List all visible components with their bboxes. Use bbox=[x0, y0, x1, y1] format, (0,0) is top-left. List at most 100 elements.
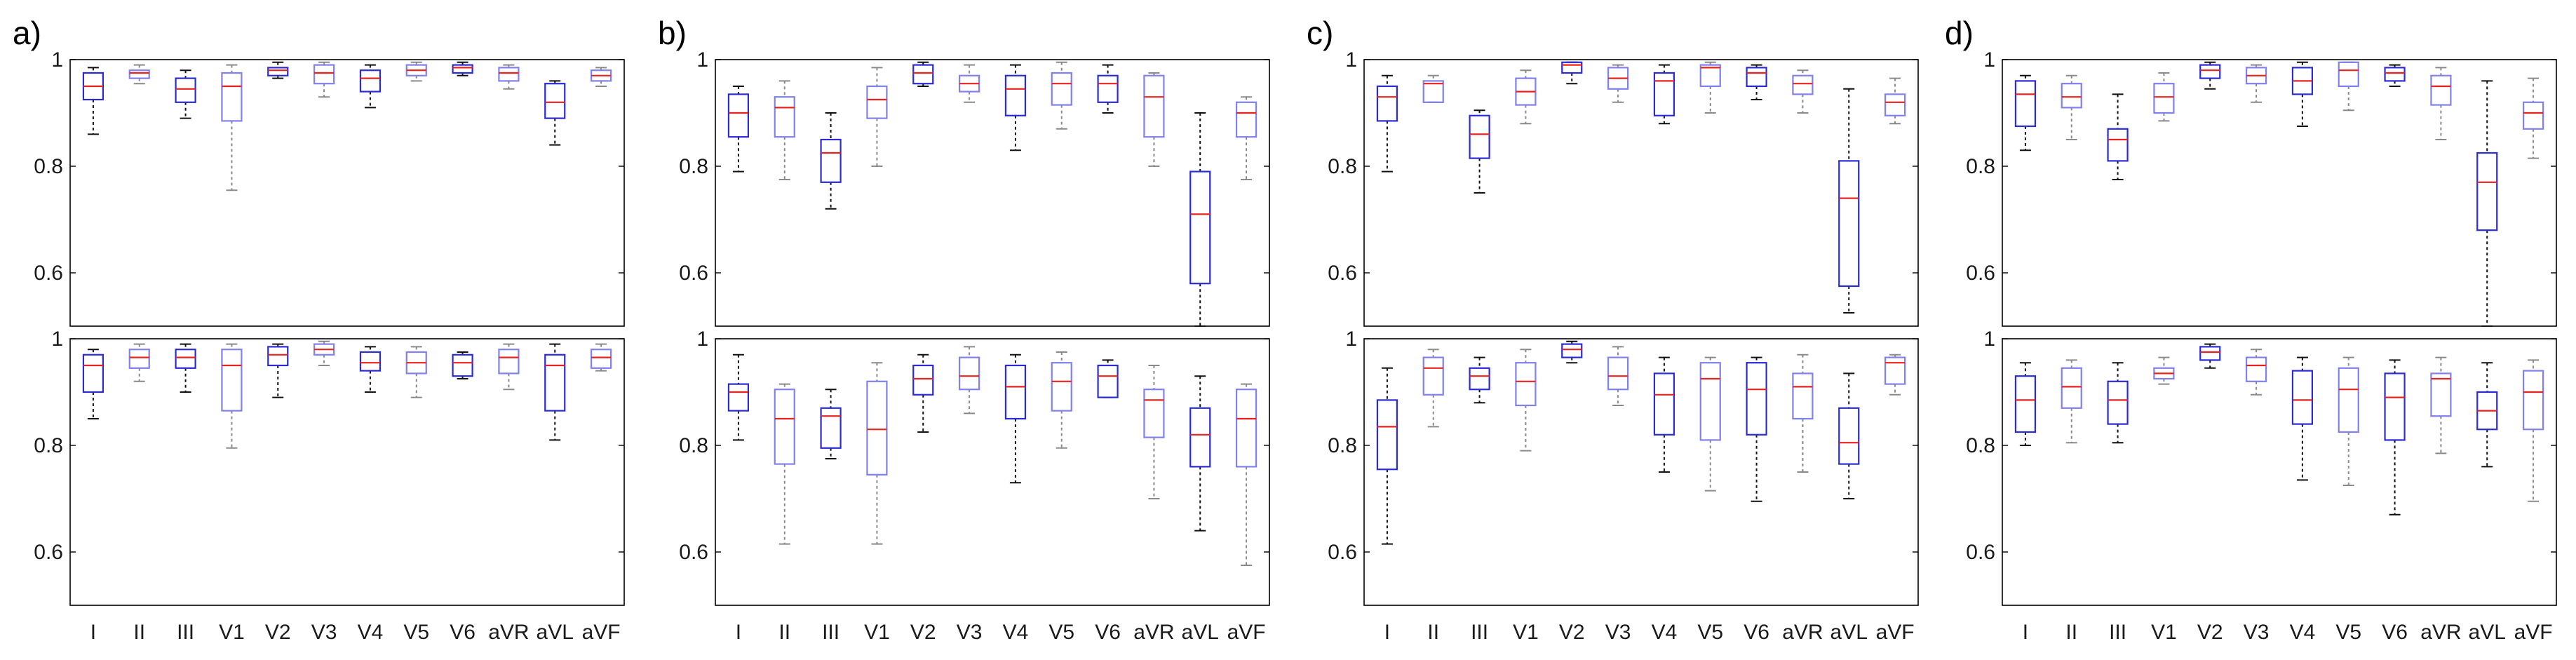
p3-bottom-xtick-label-V3: V3 bbox=[1605, 621, 1631, 644]
p3-top-axes-frame bbox=[1363, 59, 1919, 327]
p3-top-box-V6-iqr bbox=[1746, 67, 1767, 88]
p1-bottom-xtick-label-II: II bbox=[133, 621, 145, 644]
p2-top-axes-frame bbox=[715, 59, 1270, 327]
p3-bottom-box-V2-iqr bbox=[1561, 343, 1583, 358]
p4-top-box-V2-iqr bbox=[2199, 64, 2221, 79]
p3-bottom-xtick-label-V6: V6 bbox=[1744, 621, 1769, 644]
p3-bottom-box-V5-iqr bbox=[1699, 362, 1721, 441]
p1-bottom-axes-frame bbox=[69, 338, 625, 606]
p1-top-box-V6-iqr bbox=[452, 64, 473, 74]
p3-top-ytick-label: 0.8 bbox=[1328, 155, 1357, 178]
p2-bottom-box-V4-iqr bbox=[1004, 364, 1027, 420]
p4-top-box-III-iqr bbox=[2107, 128, 2129, 162]
p4-bottom-box-V5-iqr bbox=[2338, 367, 2359, 433]
p4-bottom-xtick-label-V6: V6 bbox=[2382, 621, 2408, 644]
p2-top-box-II-iqr bbox=[774, 96, 795, 138]
p1-bottom-box-aVL-iqr bbox=[544, 353, 566, 412]
panel-label-4: d) bbox=[1945, 15, 1974, 51]
p2-bottom-xtick-label-V5: V5 bbox=[1048, 621, 1074, 644]
p1-bottom-box-aVR-iqr bbox=[498, 349, 520, 375]
p2-bottom-box-aVR-iqr bbox=[1143, 389, 1165, 438]
p3-bottom-xtick-label-II: II bbox=[1427, 621, 1439, 644]
p2-bottom-xtick-label-V3: V3 bbox=[957, 621, 983, 644]
p4-top-box-aVR-iqr bbox=[2430, 74, 2452, 106]
p1-top-box-aVR-iqr bbox=[498, 67, 520, 82]
p1-top-box-V3-iqr bbox=[313, 64, 335, 85]
p4-bottom-xtick-label-II: II bbox=[2065, 621, 2077, 644]
p3-bottom-box-I-iqr bbox=[1376, 399, 1398, 471]
p3-top-box-aVF-iqr bbox=[1884, 93, 1906, 116]
p4-bottom-box-aVF-iqr bbox=[2522, 370, 2544, 431]
p1-bottom-xtick-label-aVL: aVL bbox=[537, 621, 574, 644]
p4-top-axes-frame bbox=[2002, 59, 2557, 327]
p3-bottom-xtick-label-aVL: aVL bbox=[1830, 621, 1868, 644]
p2-bottom-xtick-label-II: II bbox=[778, 621, 790, 644]
p2-top-ytick-label: 1 bbox=[696, 48, 708, 72]
p4-bottom-axes-frame bbox=[2002, 338, 2557, 606]
p4-top-ytick-label: 1 bbox=[1983, 48, 1995, 72]
p4-bottom-ytick-label: 0.8 bbox=[1966, 434, 1995, 457]
p4-top-box-aVL-iqr bbox=[2476, 151, 2498, 231]
p1-bottom-box-aVF-iqr bbox=[590, 349, 612, 369]
p1-top-axes-frame bbox=[69, 59, 625, 327]
p4-bottom-xtick-label-III: III bbox=[2109, 621, 2126, 644]
p1-top-box-V1-iqr bbox=[221, 72, 243, 122]
p3-bottom-ytick-label: 0.6 bbox=[1328, 541, 1357, 564]
p3-bottom-xtick-label-V4: V4 bbox=[1652, 621, 1678, 644]
p4-bottom-xtick-label-V3: V3 bbox=[2244, 621, 2270, 644]
p3-bottom-xtick-label-V1: V1 bbox=[1513, 621, 1539, 644]
p2-bottom-box-V1-iqr bbox=[866, 380, 888, 476]
p3-top-box-V5-iqr bbox=[1699, 64, 1721, 88]
p2-top-box-aVF-iqr bbox=[1235, 101, 1257, 138]
p1-top-box-V2-iqr bbox=[267, 67, 289, 76]
p3-bottom-box-III-iqr bbox=[1469, 367, 1490, 391]
p4-top-box-V1-iqr bbox=[2153, 83, 2175, 114]
p1-top-ytick-label: 0.8 bbox=[34, 155, 63, 178]
p1-bottom-xtick-label-V6: V6 bbox=[450, 621, 476, 644]
p2-bottom-box-III-iqr bbox=[820, 407, 842, 449]
p2-bottom-xtick-label-aVL: aVL bbox=[1182, 621, 1219, 644]
p2-bottom-xtick-label-aVF: aVF bbox=[1227, 621, 1266, 644]
p2-top-box-V1-iqr bbox=[866, 85, 888, 119]
p2-bottom-xtick-label-V4: V4 bbox=[1003, 621, 1029, 644]
p3-bottom-box-aVL-iqr bbox=[1838, 407, 1860, 465]
p1-bottom-box-III-iqr bbox=[175, 349, 196, 369]
p2-bottom-box-aVL-iqr bbox=[1189, 407, 1211, 468]
p2-bottom-box-V6-iqr bbox=[1097, 364, 1119, 398]
p3-bottom-box-aVR-iqr bbox=[1792, 372, 1814, 420]
p2-bottom-xtick-label-V1: V1 bbox=[864, 621, 890, 644]
p4-bottom-ytick-label: 1 bbox=[1983, 328, 1995, 351]
p2-bottom-xtick-label-V2: V2 bbox=[910, 621, 936, 644]
p1-bottom-xtick-label-V1: V1 bbox=[219, 621, 245, 644]
p4-top-box-aVF-iqr bbox=[2522, 101, 2544, 130]
p1-bottom-box-V2-iqr bbox=[267, 346, 289, 367]
p4-bottom-box-II-iqr bbox=[2061, 367, 2082, 409]
p4-top-ytick-label: 0.6 bbox=[1966, 262, 1995, 285]
p4-top-ytick-label: 0.8 bbox=[1966, 155, 1995, 178]
p1-top-box-aVL-iqr bbox=[544, 83, 566, 119]
p1-top-box-III-iqr bbox=[175, 77, 196, 103]
p4-bottom-ytick-label: 0.6 bbox=[1966, 541, 1995, 564]
p3-bottom-box-V4-iqr bbox=[1653, 372, 1675, 436]
p2-top-box-V6-iqr bbox=[1097, 74, 1119, 103]
p4-bottom-xtick-label-V4: V4 bbox=[2290, 621, 2316, 644]
p4-bottom-xtick-label-aVL: aVL bbox=[2469, 621, 2506, 644]
p2-bottom-box-V2-iqr bbox=[912, 364, 934, 396]
p1-bottom-box-V6-iqr bbox=[452, 353, 473, 377]
p3-top-box-III-iqr bbox=[1469, 114, 1490, 159]
p4-top-box-V5-iqr bbox=[2338, 61, 2359, 88]
p3-bottom-box-V3-iqr bbox=[1607, 356, 1629, 391]
p2-bottom-ytick-label: 1 bbox=[696, 328, 708, 351]
p1-bottom-box-II-iqr bbox=[128, 349, 150, 369]
p2-top-box-aVL-iqr bbox=[1189, 170, 1211, 285]
p3-top-box-I-iqr bbox=[1376, 85, 1398, 122]
p4-top-box-I-iqr bbox=[2014, 80, 2037, 128]
p1-bottom-xtick-label-V5: V5 bbox=[403, 621, 429, 644]
p1-bottom-box-I-iqr bbox=[82, 353, 104, 393]
p4-top-box-II-iqr bbox=[2061, 83, 2082, 109]
p4-bottom-box-V6-iqr bbox=[2384, 372, 2406, 441]
p1-bottom-xtick-label-III: III bbox=[177, 621, 194, 644]
p3-bottom-ytick-label: 1 bbox=[1345, 328, 1357, 351]
p2-bottom-xtick-label-V6: V6 bbox=[1095, 621, 1121, 644]
